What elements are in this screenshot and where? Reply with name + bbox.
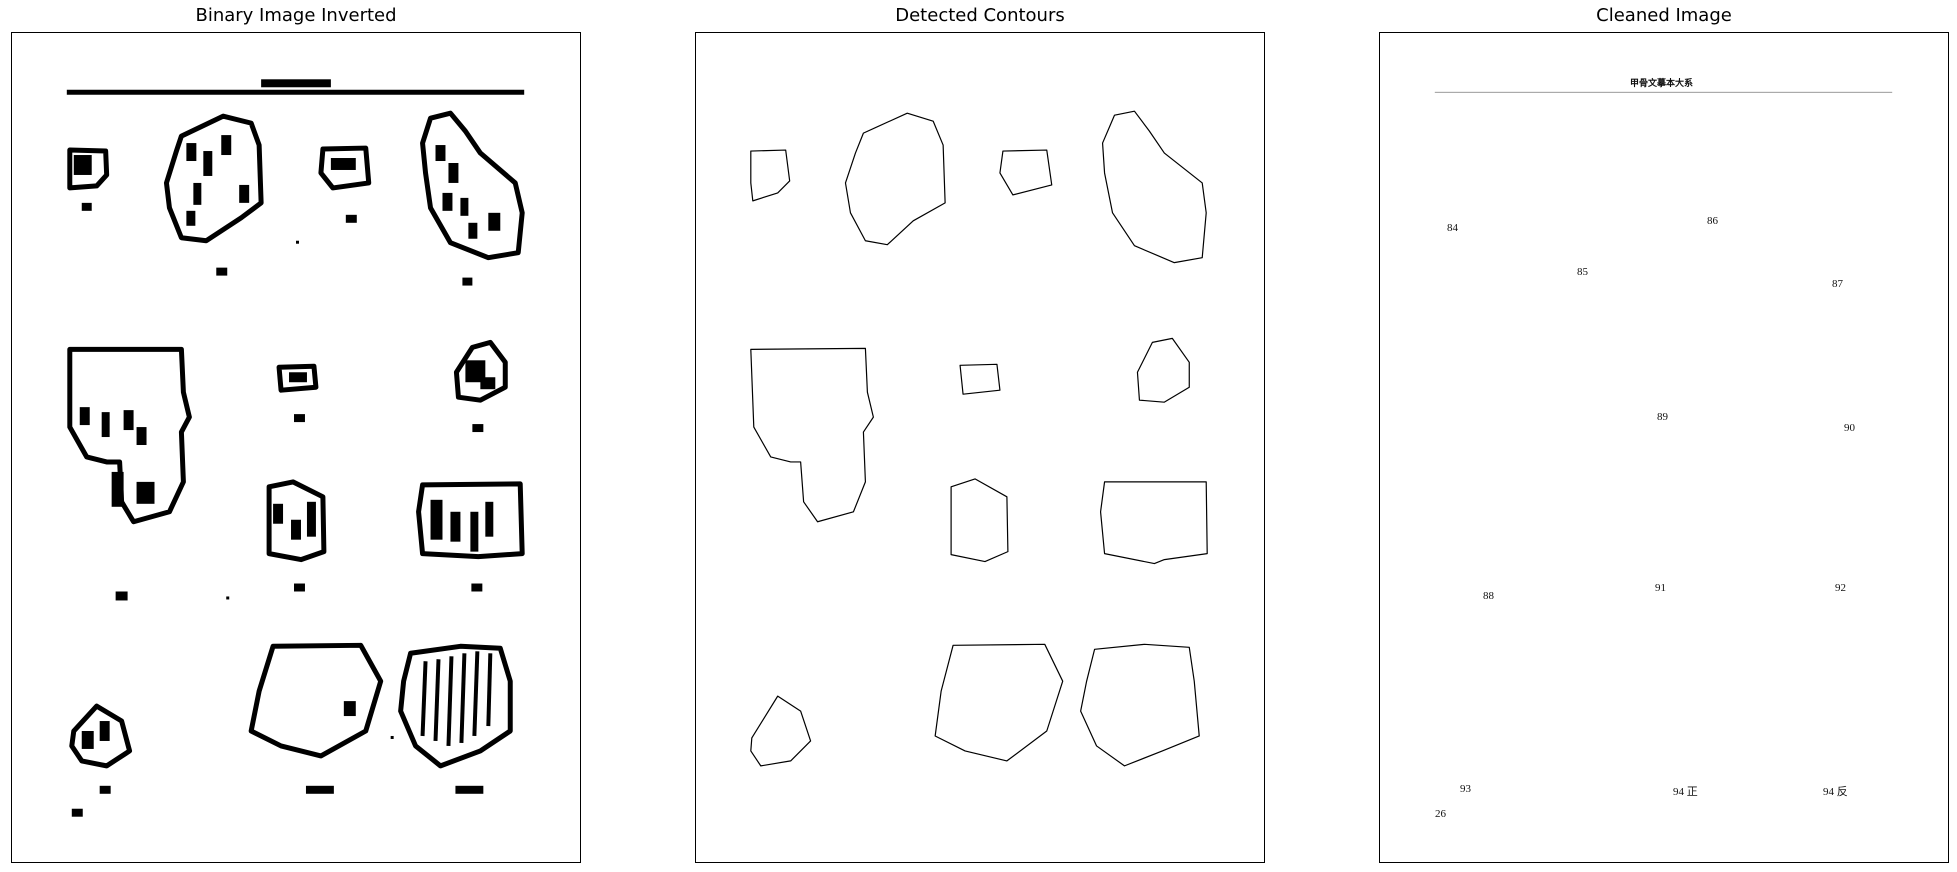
contour bbox=[844, 112, 946, 246]
fragment-label: 91 bbox=[1655, 582, 1666, 594]
contours-canvas bbox=[750, 110, 1208, 767]
fragment-outline bbox=[69, 703, 133, 769]
contour bbox=[1101, 110, 1207, 264]
fragment-outline bbox=[398, 643, 513, 769]
fragment-outline bbox=[163, 113, 264, 244]
fragment-label: 85 bbox=[1577, 266, 1588, 278]
fragment-outline bbox=[67, 147, 110, 191]
fragment-label: 88 bbox=[1483, 590, 1494, 602]
cleaned-image-canvas bbox=[1434, 91, 1893, 93]
contour bbox=[750, 695, 812, 767]
contour bbox=[950, 478, 1009, 563]
fragment-outline bbox=[266, 479, 327, 563]
fragment-label: 87 bbox=[1832, 278, 1843, 290]
fragment-label: 94 正 bbox=[1673, 786, 1698, 798]
fragment-label: 86 bbox=[1707, 215, 1718, 227]
page-number: 26 bbox=[1435, 808, 1446, 820]
fragment-outline bbox=[420, 110, 525, 261]
fragment-outline bbox=[67, 346, 192, 525]
contour bbox=[1080, 643, 1200, 767]
contour bbox=[934, 643, 1064, 762]
binary-image-panel bbox=[11, 32, 581, 863]
fragment-outline bbox=[416, 481, 525, 560]
contour bbox=[1136, 337, 1190, 403]
fragment-label: 93 bbox=[1460, 783, 1471, 795]
binary-image-canvas bbox=[66, 79, 525, 817]
contour bbox=[750, 149, 791, 202]
fragment-outline bbox=[276, 363, 319, 393]
fragment-outline bbox=[318, 145, 372, 191]
fragment-outline bbox=[453, 339, 508, 403]
fragment-label: 90 bbox=[1844, 422, 1855, 434]
fragment-outline bbox=[248, 642, 384, 759]
contour bbox=[750, 347, 874, 523]
fragment-label: 94 反 bbox=[1823, 786, 1848, 798]
fragment-label: 92 bbox=[1835, 582, 1846, 594]
binary-image-title: Binary Image Inverted bbox=[195, 5, 397, 26]
contours-panel bbox=[695, 32, 1265, 863]
fragment-label: 84 bbox=[1447, 222, 1458, 234]
fragment-label: 89 bbox=[1657, 411, 1668, 423]
contours-image-title: Detected Contours bbox=[895, 5, 1065, 26]
contour bbox=[959, 363, 1001, 395]
page-header-text: 甲骨文摹本大系 bbox=[1630, 79, 1694, 89]
cleaned-image-panel: 甲骨文摹本大系 84 85 86 87 89 90 88 91 92 93 94… bbox=[1379, 32, 1949, 863]
cleaned-image-title: Cleaned Image bbox=[1596, 5, 1732, 26]
contour bbox=[1099, 481, 1208, 565]
contour bbox=[999, 149, 1053, 196]
